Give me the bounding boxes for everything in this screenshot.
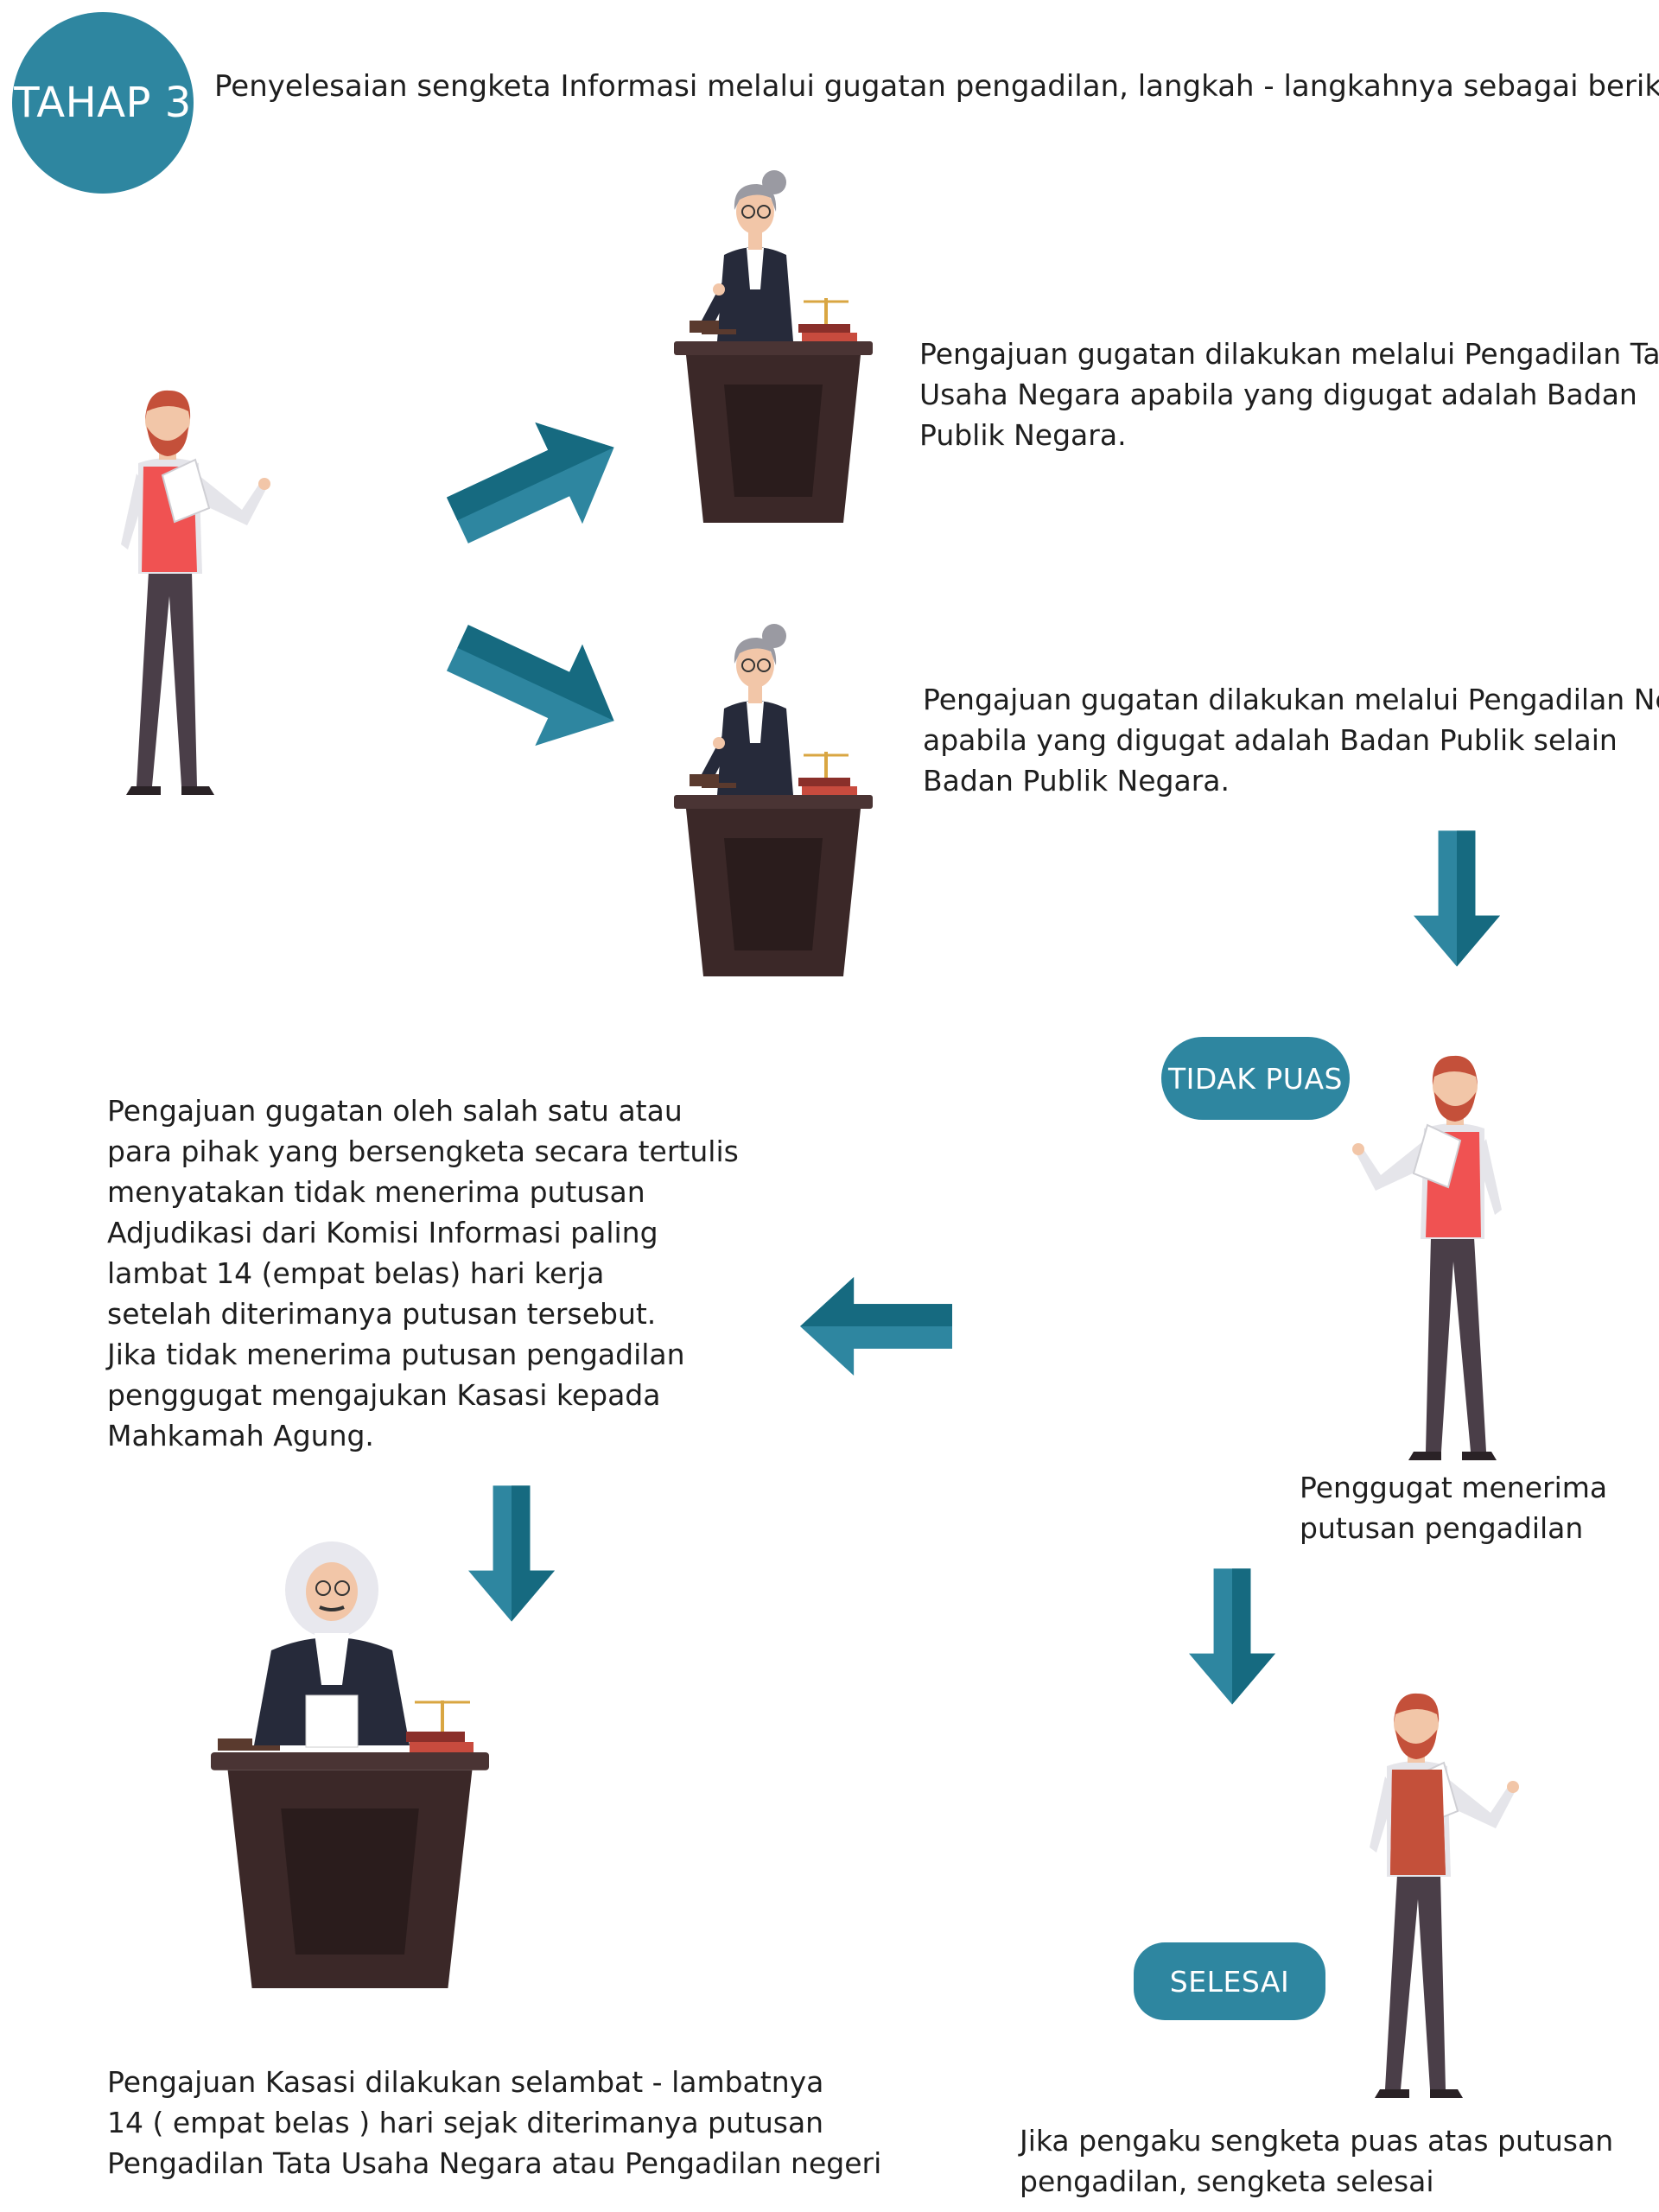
selesai-label: SELESAI bbox=[1169, 1964, 1290, 1999]
step-gugatan-line: setelah diterimanya putusan tersebut. bbox=[107, 1297, 657, 1331]
step-gugatan-line: penggugat mengajukan Kasasi kepada bbox=[107, 1378, 661, 1412]
selesai-bubble: SELESAI bbox=[1134, 1942, 1325, 2020]
step-gugatan-line: Pengajuan gugatan oleh salah satu atau bbox=[107, 1094, 683, 1128]
stage-badge: TAHAP 3 bbox=[12, 12, 194, 194]
step-pn-text: Pengajuan gugatan dilakukan melalui Peng… bbox=[923, 679, 1659, 801]
arrow-to-pn bbox=[434, 597, 638, 772]
step-gugatan-line: Jika tidak menerima putusan pengadilan bbox=[107, 1338, 685, 1371]
step-gugatan-line: lambat 14 (empat belas) hari kerja bbox=[107, 1256, 605, 1290]
stage-badge-label: TAHAP 3 bbox=[14, 79, 192, 127]
tidak-puas-label: TIDAK PUAS bbox=[1167, 1061, 1343, 1096]
penggugat-line: putusan pengadilan bbox=[1300, 1511, 1584, 1545]
judge-pn bbox=[674, 622, 873, 976]
judge-ptun bbox=[674, 168, 873, 523]
final-line: pengadilan, sengketa selesai bbox=[1020, 2164, 1434, 2198]
step-kasasi-line: 14 ( empat belas ) hari sejak diterimany… bbox=[107, 2106, 824, 2139]
step-pn-line: Badan Publik Negara. bbox=[923, 764, 1230, 798]
step-gugatan-text: Pengajuan gugatan oleh salah satu atau p… bbox=[107, 1090, 739, 1456]
penggugat-line: Penggugat menerima bbox=[1300, 1471, 1608, 1504]
final-text: Jika pengaku sengketa puas atas putusan … bbox=[1020, 2120, 1613, 2202]
step-ptun-text: Pengajuan gugatan dilakukan melalui Peng… bbox=[919, 334, 1659, 455]
step-pn-line: apabila yang digugat adalah Badan Publik… bbox=[923, 723, 1618, 757]
step-gugatan-line: Adjudikasi dari Komisi Informasi paling bbox=[107, 1216, 658, 1249]
step-ptun-line: Publik Negara. bbox=[919, 418, 1127, 452]
intro-heading: Penyelesaian sengketa Informasi melalui … bbox=[214, 69, 1659, 104]
arrow-down-right-1 bbox=[1414, 830, 1500, 967]
plaintiff-figure bbox=[120, 389, 271, 796]
plaintiff-unsatisfied-figure bbox=[1351, 1054, 1503, 1461]
step-pn-line: Pengajuan gugatan dilakukan melalui Peng… bbox=[923, 683, 1659, 716]
step-ptun-line: Usaha Negara apabila yang digugat adalah… bbox=[919, 378, 1637, 411]
step-ptun-line: Pengajuan gugatan dilakukan melalui Peng… bbox=[919, 337, 1659, 371]
step-kasasi-line: Pengadilan Tata Usaha Negara atau Pengad… bbox=[107, 2146, 882, 2180]
step-gugatan-line: para pihak yang bersengketa secara tertu… bbox=[107, 1135, 739, 1168]
arrow-down-right-2 bbox=[1189, 1568, 1275, 1705]
step-gugatan-line: menyatakan tidak menerima putusan bbox=[107, 1175, 645, 1209]
final-line: Jika pengaku sengketa puas atas putusan bbox=[1020, 2124, 1614, 2158]
tidak-puas-bubble: TIDAK PUAS bbox=[1161, 1037, 1350, 1120]
step-kasasi-text: Pengajuan Kasasi dilakukan selambat - la… bbox=[107, 2062, 881, 2183]
plaintiff-satisfied-figure bbox=[1369, 1692, 1520, 2099]
arrow-left bbox=[800, 1277, 952, 1376]
penggugat-text: Penggugat menerima putusan pengadilan bbox=[1300, 1467, 1607, 1548]
step-gugatan-line: Mahkamah Agung. bbox=[107, 1419, 374, 1452]
step-kasasi-line: Pengajuan Kasasi dilakukan selambat - la… bbox=[107, 2065, 824, 2099]
arrow-to-ptun bbox=[434, 397, 638, 571]
judge-kasasi bbox=[211, 1541, 489, 1988]
